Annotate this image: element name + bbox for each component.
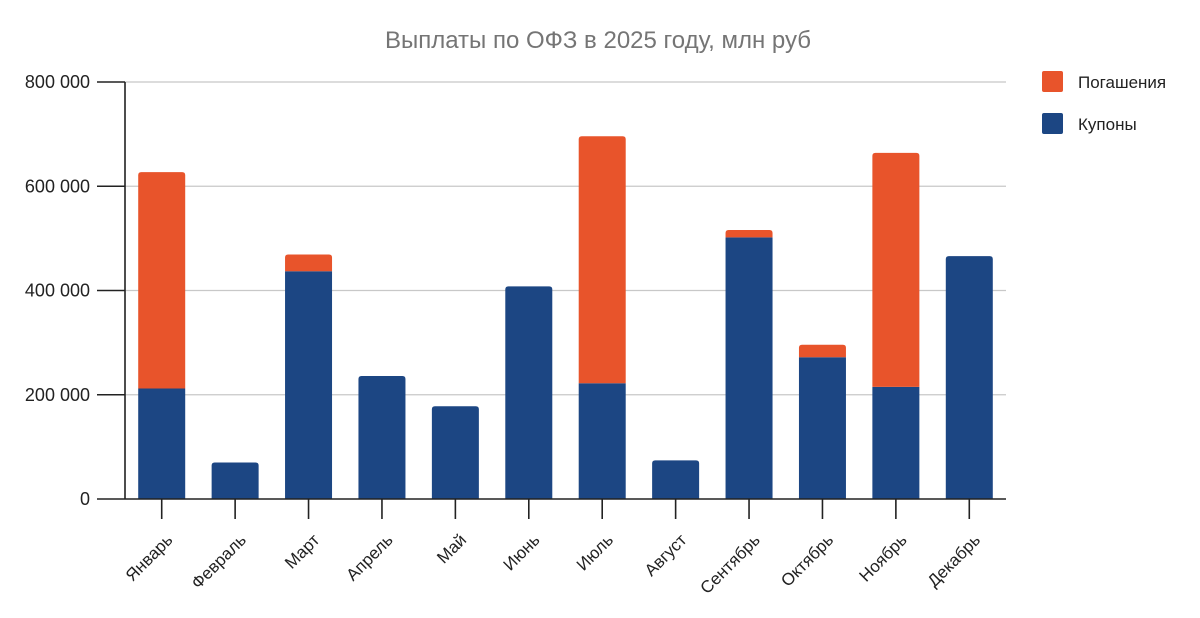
x-tick-label: Май: [433, 530, 470, 567]
y-tick-label: 400 000: [25, 281, 90, 301]
legend-swatch: [1042, 113, 1063, 134]
bar-coupons: [211, 462, 259, 499]
x-tick-label: Сентябрь: [697, 530, 764, 597]
y-tick-label: 200 000: [25, 385, 90, 405]
x-tick-label: Ноябрь: [856, 530, 911, 585]
legend-label: Купоны: [1078, 115, 1137, 134]
grid-lines: [125, 81, 1006, 396]
x-tick-label: Декабрь: [924, 530, 984, 590]
bar-redemptions: [578, 136, 626, 384]
bar-redemptions: [872, 152, 920, 387]
bar-redemptions: [798, 344, 846, 358]
bar-coupons: [872, 386, 920, 499]
x-tick-label: Март: [281, 530, 323, 572]
bar-redemptions: [285, 254, 333, 272]
bar-redemptions: [725, 230, 773, 238]
bar-coupons: [505, 286, 553, 499]
x-tick-label: Апрель: [343, 530, 397, 584]
x-axis-ticks: Январь Февраль Март Апрель Май Июнь Июль Август…: [122, 499, 984, 598]
x-tick-label: Январь: [122, 530, 177, 585]
x-tick-label: Февраль: [188, 530, 250, 592]
bar-coupons: [725, 237, 773, 499]
y-tick-label: 600 000: [25, 176, 90, 196]
legend-label: Погашения: [1078, 73, 1166, 92]
chart-title: Выплаты по ОФЗ в 2025 году, млн руб: [385, 27, 811, 54]
x-tick-label: Июль: [573, 530, 617, 574]
bar-coupons: [652, 460, 700, 499]
legend-swatch: [1042, 71, 1063, 92]
y-tick-label: 800 000: [25, 72, 90, 92]
bar-coupons: [285, 271, 333, 499]
x-tick-label: Июнь: [500, 530, 544, 574]
y-axis-ticks: 0 200 000 400 000 600 000 800 000: [25, 72, 125, 509]
bars: [138, 136, 993, 499]
bar-coupons: [578, 383, 626, 499]
bar-coupons: [945, 256, 993, 499]
legend: Погашения Купоны: [1042, 71, 1166, 134]
bar-coupons: [431, 406, 479, 499]
y-tick-label: 0: [80, 489, 90, 509]
bar-coupons: [798, 357, 846, 499]
x-tick-label: Август: [641, 530, 691, 580]
bar-coupons: [138, 388, 186, 499]
x-tick-label: Октябрь: [777, 530, 837, 590]
bar-coupons: [358, 375, 406, 499]
bar-redemptions: [138, 172, 186, 389]
